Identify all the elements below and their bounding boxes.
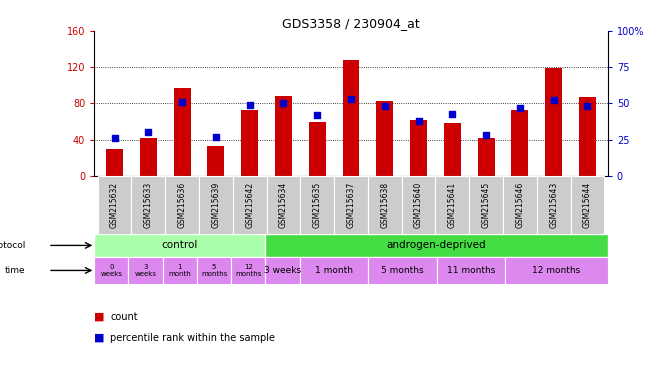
Bar <box>165 176 199 234</box>
Point <box>380 103 390 109</box>
Bar <box>410 120 427 176</box>
Bar <box>162 257 197 284</box>
Text: GSM215632: GSM215632 <box>110 182 119 228</box>
Bar <box>512 110 528 176</box>
Text: 3 weeks: 3 weeks <box>264 266 301 275</box>
Text: 11 months: 11 months <box>447 266 495 275</box>
Text: GSM215633: GSM215633 <box>144 182 153 228</box>
Bar <box>368 176 402 234</box>
Bar <box>537 176 571 234</box>
Bar <box>368 257 437 284</box>
Text: GSM215646: GSM215646 <box>515 182 525 228</box>
Text: androgen-deprived: androgen-deprived <box>387 240 486 250</box>
Text: growth protocol: growth protocol <box>0 241 25 250</box>
Text: GSM215640: GSM215640 <box>414 182 423 228</box>
Text: 5
months: 5 months <box>201 264 227 277</box>
Text: GSM215638: GSM215638 <box>380 182 389 228</box>
Point <box>582 103 593 109</box>
Bar <box>436 176 469 234</box>
Point <box>278 100 289 106</box>
Text: 1 month: 1 month <box>315 266 353 275</box>
Text: 12
months: 12 months <box>235 264 261 277</box>
Bar <box>266 176 300 234</box>
Bar <box>275 96 292 176</box>
Bar <box>140 138 157 176</box>
Bar <box>197 257 231 284</box>
Bar <box>300 176 334 234</box>
Point <box>481 132 491 138</box>
Bar <box>376 101 393 176</box>
Text: 0
weeks: 0 weeks <box>100 264 122 277</box>
Bar <box>94 234 265 257</box>
Bar <box>505 257 608 284</box>
Bar <box>444 123 461 176</box>
Text: GSM215644: GSM215644 <box>583 182 592 228</box>
Bar <box>131 176 165 234</box>
Text: percentile rank within the sample: percentile rank within the sample <box>111 333 276 343</box>
Bar <box>207 146 224 176</box>
Bar <box>98 176 131 234</box>
Text: GSM215636: GSM215636 <box>177 182 187 228</box>
Point <box>109 135 120 141</box>
Text: GSM215645: GSM215645 <box>482 182 491 228</box>
Bar <box>343 60 359 176</box>
Text: time: time <box>5 266 25 275</box>
Bar <box>174 88 190 176</box>
Title: GDS3358 / 230904_at: GDS3358 / 230904_at <box>282 17 420 30</box>
Text: GSM215637: GSM215637 <box>346 182 356 228</box>
Bar <box>233 176 266 234</box>
Bar <box>545 68 562 176</box>
Bar <box>265 234 608 257</box>
Bar <box>579 97 596 176</box>
Point <box>346 96 356 102</box>
Bar <box>478 138 495 176</box>
Bar <box>571 176 605 234</box>
Point <box>515 105 525 111</box>
Text: ■: ■ <box>94 333 105 343</box>
Bar <box>469 176 503 234</box>
Text: GSM215641: GSM215641 <box>448 182 457 228</box>
Text: count: count <box>111 312 138 322</box>
Text: GSM215639: GSM215639 <box>211 182 220 228</box>
Bar <box>241 110 258 176</box>
Bar <box>334 176 368 234</box>
Bar <box>300 257 368 284</box>
Point <box>413 118 424 124</box>
Bar <box>437 257 505 284</box>
Text: 3
weeks: 3 weeks <box>135 264 157 277</box>
Text: 1
month: 1 month <box>168 264 191 277</box>
Point <box>177 99 187 105</box>
Text: GSM215634: GSM215634 <box>279 182 288 228</box>
Bar <box>402 176 436 234</box>
Bar <box>106 149 123 176</box>
Bar <box>503 176 537 234</box>
Point <box>312 112 322 118</box>
Text: control: control <box>162 240 198 250</box>
Point <box>447 111 458 117</box>
Text: GSM215643: GSM215643 <box>549 182 558 228</box>
Text: GSM215635: GSM215635 <box>313 182 322 228</box>
Bar <box>199 176 233 234</box>
Point <box>211 134 221 140</box>
Text: ■: ■ <box>94 312 105 322</box>
Point <box>143 129 153 136</box>
Bar <box>309 121 326 176</box>
Bar <box>94 257 129 284</box>
Bar <box>231 257 265 284</box>
Bar <box>129 257 162 284</box>
Bar <box>265 257 300 284</box>
Text: 12 months: 12 months <box>532 266 580 275</box>
Text: GSM215642: GSM215642 <box>245 182 254 228</box>
Point <box>244 102 255 108</box>
Text: 5 months: 5 months <box>381 266 424 275</box>
Point <box>549 98 559 104</box>
